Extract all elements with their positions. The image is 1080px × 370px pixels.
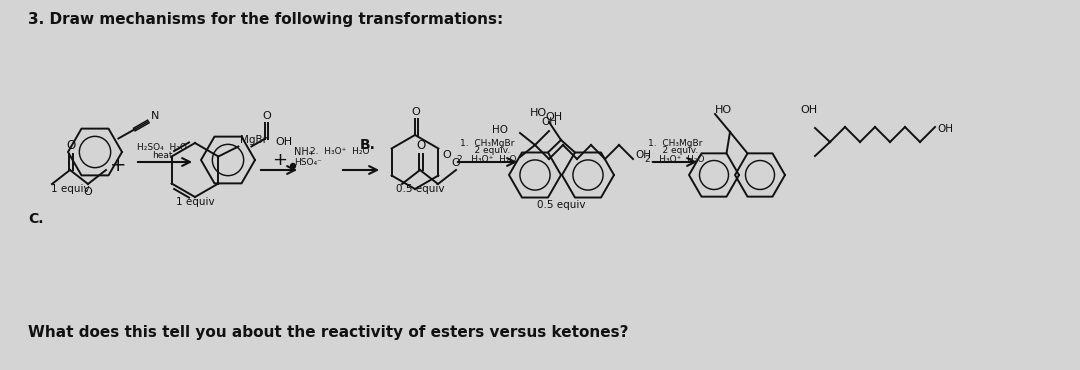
Text: OH: OH <box>275 137 293 147</box>
Text: 1 equiv: 1 equiv <box>176 197 214 207</box>
Text: OH: OH <box>541 117 557 127</box>
Text: O: O <box>411 107 420 117</box>
Text: 0.5 equiv: 0.5 equiv <box>537 200 585 210</box>
Text: heat: heat <box>152 151 172 160</box>
Text: HO: HO <box>715 105 732 115</box>
Text: HO: HO <box>530 108 546 118</box>
Text: +: + <box>110 155 126 175</box>
Text: 1 equiv: 1 equiv <box>51 184 90 194</box>
Text: O: O <box>66 139 76 152</box>
Text: O: O <box>443 149 451 159</box>
Text: 1.  CH₃MgBr: 1. CH₃MgBr <box>648 139 702 148</box>
Text: B.: B. <box>360 138 376 152</box>
Text: 3. Draw mechanisms for the following transformations:: 3. Draw mechanisms for the following tra… <box>28 12 503 27</box>
Text: O: O <box>451 158 460 168</box>
Text: HSO₄⁻: HSO₄⁻ <box>294 158 322 166</box>
Text: 0.5 equiv: 0.5 equiv <box>395 184 444 194</box>
Text: OH: OH <box>937 124 953 134</box>
Text: OH: OH <box>635 150 651 160</box>
Text: 2 equiv.: 2 equiv. <box>651 146 699 155</box>
Text: OH: OH <box>800 105 818 115</box>
Text: 2.  H₃O⁺  H₂O: 2. H₃O⁺ H₂O <box>645 155 705 164</box>
Text: What does this tell you about the reactivity of esters versus ketones?: What does this tell you about the reacti… <box>28 325 629 340</box>
Text: +: + <box>272 151 287 169</box>
Text: 2.  H₃O⁺  H₂O: 2. H₃O⁺ H₂O <box>310 147 369 156</box>
Text: 1.  CH₃MgBr: 1. CH₃MgBr <box>460 139 514 148</box>
Text: NH₄: NH₄ <box>294 147 312 157</box>
Circle shape <box>291 164 296 168</box>
Text: OH: OH <box>545 112 562 122</box>
Text: MgBr: MgBr <box>241 135 268 145</box>
Text: O: O <box>83 187 93 197</box>
Text: HO: HO <box>492 125 508 135</box>
Text: 2.  H₃O⁺  H₂O: 2. H₃O⁺ H₂O <box>457 155 516 164</box>
Text: 2 equiv.: 2 equiv. <box>463 146 511 155</box>
Text: O: O <box>416 139 426 152</box>
Text: C.: C. <box>28 212 43 226</box>
Text: O: O <box>262 111 271 121</box>
Text: N: N <box>150 111 159 121</box>
Text: H₂SO₄  H₂O: H₂SO₄ H₂O <box>137 143 187 152</box>
